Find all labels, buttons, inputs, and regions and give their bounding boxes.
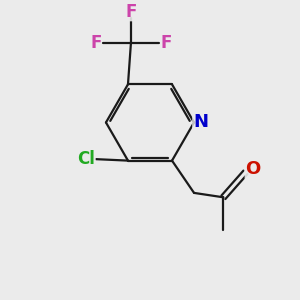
Text: Cl: Cl: [77, 150, 95, 168]
Text: O: O: [245, 160, 260, 178]
Text: F: F: [125, 3, 136, 21]
Text: N: N: [193, 113, 208, 131]
Text: F: F: [90, 34, 101, 52]
Text: F: F: [160, 34, 172, 52]
